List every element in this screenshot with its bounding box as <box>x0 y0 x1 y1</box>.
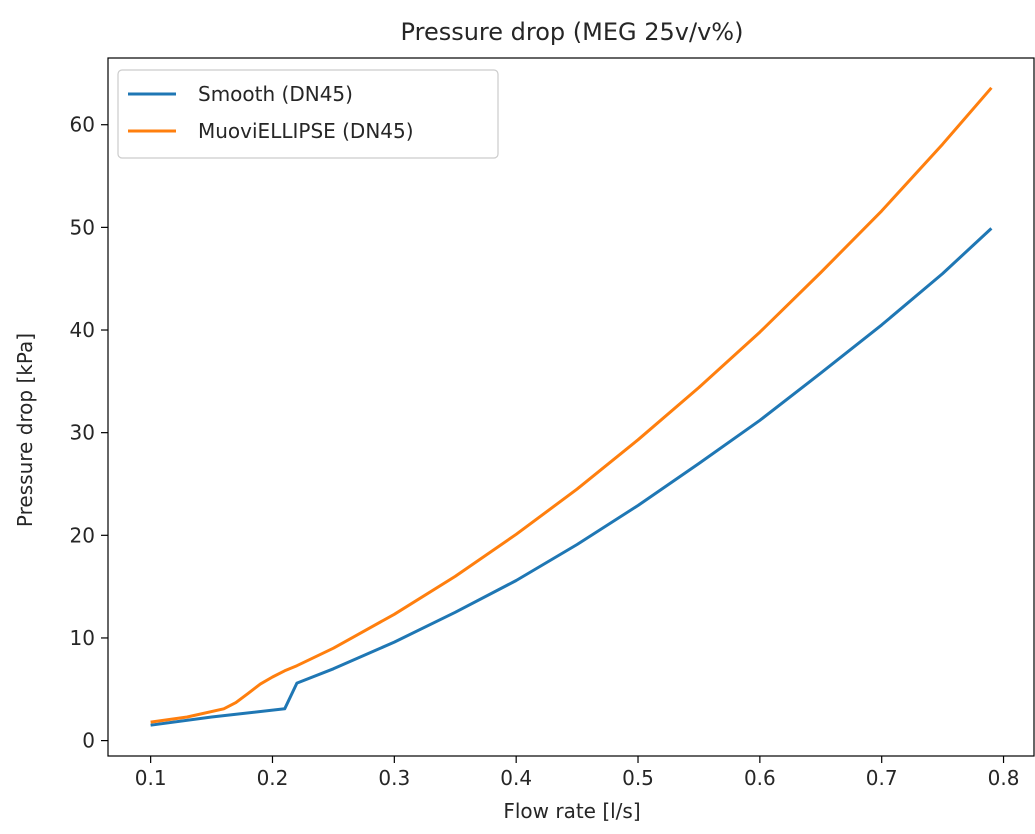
legend-box <box>117 69 499 159</box>
y-tick-label: 50 <box>70 215 95 239</box>
y-tick-label: 0 <box>82 729 95 753</box>
legend-label: Smooth (DN45) <box>198 82 353 106</box>
y-tick-label: 20 <box>70 523 95 547</box>
x-tick-label: 0.1 <box>135 766 167 790</box>
x-tick-label: 0.5 <box>622 766 654 790</box>
axes-frame <box>107 57 1035 757</box>
x-tick-label: 0.7 <box>866 766 898 790</box>
y-tick-label: 40 <box>70 318 95 342</box>
legend-label: MuoviELLIPSE (DN45) <box>198 119 414 143</box>
x-tick-label: 0.2 <box>257 766 289 790</box>
series-line-smooth-dn45 <box>150 227 993 727</box>
x-tick-label: 0.8 <box>988 766 1020 790</box>
y-tick-label: 10 <box>70 626 95 650</box>
y-axis-label: Pressure drop [kPa] <box>13 333 37 527</box>
y-tick-label: 30 <box>70 421 95 445</box>
x-tick-label: 0.3 <box>378 766 410 790</box>
chart-title: Pressure drop (MEG 25v/v%) <box>401 18 744 46</box>
series-line-muoviellipse-dn45 <box>150 86 993 724</box>
plot-area: 0.1 0.2 0.3 0.4 0.5 0.6 0.7 0.8 0 10 20 30 40 50 60 Smo… <box>70 57 1035 790</box>
x-tick-label: 0.4 <box>500 766 532 790</box>
x-tick-label: 0.6 <box>744 766 776 790</box>
x-axis-label: Flow rate [l/s] <box>503 799 640 823</box>
y-tick-label: 60 <box>70 113 95 137</box>
